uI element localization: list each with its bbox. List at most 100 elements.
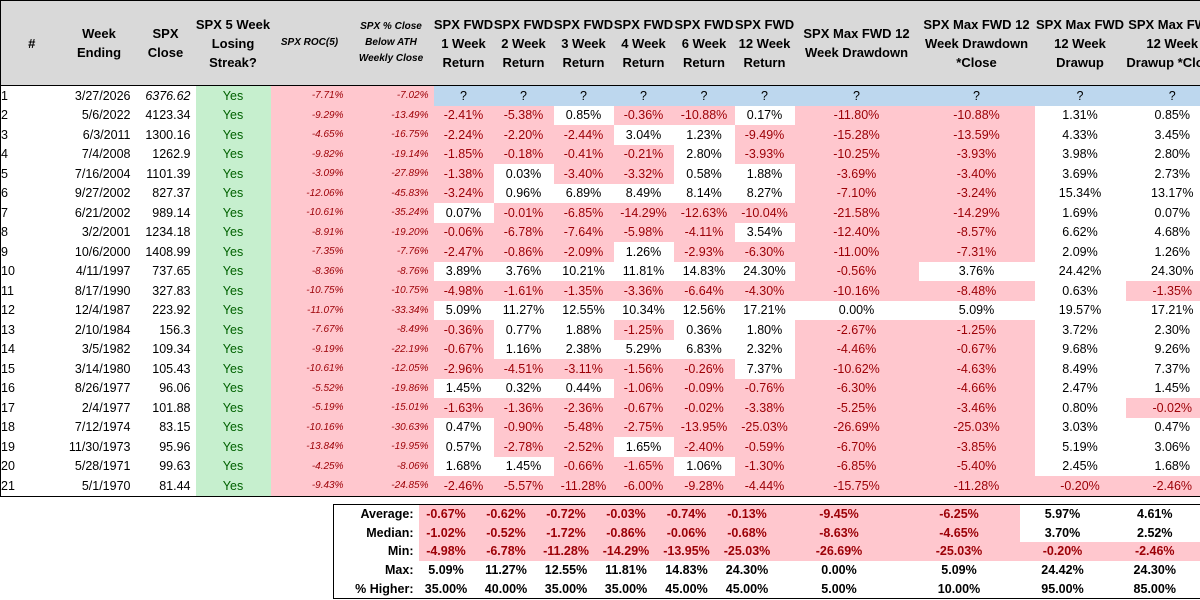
summary-max-drawup[interactable]: 3.70% <box>1019 523 1111 543</box>
cell-week-ending[interactable]: 3/27/2026 <box>74 88 131 103</box>
cell-fwd1[interactable]: -1.63% <box>433 398 494 418</box>
cell-fwd4[interactable]: ? <box>613 85 674 106</box>
cell-fwd1[interactable]: -4.98% <box>433 281 494 301</box>
col-header-fwd4[interactable]: SPX FWD 4 Week Return <box>613 0 674 86</box>
cell-max-drawdown[interactable]: -6.70% <box>794 437 919 457</box>
cell-fwd12[interactable]: 2.32% <box>734 339 795 359</box>
summary-max-drawdown-close[interactable]: 10.00% <box>903 579 1020 599</box>
cell-fwd12[interactable]: -0.76% <box>734 378 795 398</box>
cell-fwd12[interactable]: -10.04% <box>734 203 795 223</box>
summary-max-drawup[interactable]: 24.42% <box>1019 560 1111 580</box>
cell-fwd6[interactable]: -10.88% <box>673 105 735 125</box>
summary-fwd4[interactable]: 35.00% <box>598 579 659 599</box>
cell-streak[interactable]: Yes <box>195 183 271 203</box>
summary-max-drawdown[interactable]: 0.00% <box>779 560 904 580</box>
cell-week-ending[interactable]: 11/30/1973 <box>68 439 131 454</box>
cell-fwd1[interactable]: -2.24% <box>433 125 494 145</box>
cell-fwd1[interactable]: -2.41% <box>433 105 494 125</box>
cell-roc[interactable]: -7.71% <box>270 85 349 106</box>
cell-week-ending[interactable]: 3/2/2001 <box>81 225 131 240</box>
summary-max-drawup[interactable]: -0.20% <box>1019 542 1111 561</box>
cell-fwd6[interactable]: -13.95% <box>673 417 735 437</box>
cell-ath[interactable]: -8.76% <box>348 261 434 281</box>
cell-fwd12[interactable]: -3.38% <box>734 398 795 418</box>
cell-fwd4[interactable]: 3.04% <box>613 125 674 145</box>
cell-roc[interactable]: -9.29% <box>270 105 349 125</box>
summary-fwd1[interactable]: 35.00% <box>418 579 479 599</box>
cell-max-drawdown-close[interactable]: -0.67% <box>918 339 1035 359</box>
cell-fwd3[interactable]: 2.38% <box>553 339 614 359</box>
cell-fwd3[interactable]: -3.11% <box>553 359 614 379</box>
cell-close[interactable]: 827.37 <box>152 186 191 201</box>
cell-max-drawup[interactable]: 9.68% <box>1034 339 1126 359</box>
cell-max-drawdown-close[interactable]: -14.29% <box>918 203 1035 223</box>
cell-fwd12[interactable]: 24.30% <box>734 261 795 281</box>
cell-idx[interactable]: 8 <box>0 222 63 242</box>
cell-close[interactable]: 6376.62 <box>145 88 191 103</box>
cell-fwd2[interactable]: 3.76% <box>493 261 554 281</box>
summary-fwd6[interactable]: -0.74% <box>658 504 720 524</box>
cell-max-drawdown[interactable]: -15.28% <box>794 125 919 145</box>
cell-fwd4[interactable]: 1.65% <box>613 437 674 457</box>
cell-roc[interactable]: -10.16% <box>270 417 349 437</box>
cell-close[interactable]: 109.34 <box>152 342 191 357</box>
col-header-max-drawup-close[interactable]: SPX Max FWD 12 Week Drawup *Close <box>1125 0 1200 86</box>
cell-roc[interactable]: -10.61% <box>270 359 349 379</box>
cell-close[interactable]: 101.88 <box>152 400 191 415</box>
cell-ath[interactable]: -33.34% <box>348 300 434 320</box>
cell-roc[interactable]: -8.91% <box>270 222 349 242</box>
cell-max-drawup-close[interactable]: -2.46% <box>1125 476 1200 497</box>
cell-max-drawdown[interactable]: -7.10% <box>794 183 919 203</box>
cell-fwd12[interactable]: 1.88% <box>734 164 795 184</box>
cell-fwd2[interactable]: 0.77% <box>493 320 554 340</box>
cell-fwd3[interactable]: -7.64% <box>553 222 614 242</box>
cell-max-drawup[interactable]: 3.69% <box>1034 164 1126 184</box>
cell-fwd2[interactable]: -4.51% <box>493 359 554 379</box>
cell-idx[interactable]: 19 <box>0 437 63 457</box>
cell-idx[interactable]: 20 <box>0 456 63 476</box>
cell-max-drawdown-close[interactable]: -4.66% <box>918 378 1035 398</box>
cell-idx[interactable]: 4 <box>0 144 63 164</box>
cell-streak[interactable]: Yes <box>195 105 271 125</box>
cell-fwd6[interactable]: 12.56% <box>673 300 735 320</box>
summary-fwd3[interactable]: -1.72% <box>538 523 599 543</box>
cell-max-drawdown[interactable]: -12.40% <box>794 222 919 242</box>
cell-week-ending[interactable]: 2/4/1977 <box>81 400 131 415</box>
cell-max-drawdown-close[interactable]: 5.09% <box>918 300 1035 320</box>
cell-fwd3[interactable]: 10.21% <box>553 261 614 281</box>
cell-fwd4[interactable]: -6.00% <box>613 476 674 497</box>
cell-close[interactable]: 1234.18 <box>145 225 191 240</box>
cell-max-drawdown[interactable]: -11.80% <box>794 105 919 125</box>
summary-fwd4[interactable]: -0.86% <box>598 523 659 543</box>
cell-fwd1[interactable]: -1.38% <box>433 164 494 184</box>
cell-fwd6[interactable]: -0.26% <box>673 359 735 379</box>
cell-idx[interactable]: 5 <box>0 164 63 184</box>
cell-fwd2[interactable]: -0.01% <box>493 203 554 223</box>
cell-fwd4[interactable]: 1.26% <box>613 242 674 262</box>
summary-max-drawup[interactable]: 95.00% <box>1019 579 1111 599</box>
cell-fwd4[interactable]: -3.32% <box>613 164 674 184</box>
cell-ath[interactable]: -19.86% <box>348 378 434 398</box>
cell-week-ending[interactable]: 9/27/2002 <box>74 186 131 201</box>
cell-fwd1[interactable]: 3.89% <box>433 261 494 281</box>
cell-fwd2[interactable]: -2.78% <box>493 437 554 457</box>
cell-ath[interactable]: -8.06% <box>348 456 434 476</box>
summary-fwd2[interactable]: -6.78% <box>478 542 539 561</box>
cell-fwd6[interactable]: -4.11% <box>673 222 735 242</box>
summary-max-drawup-close[interactable]: 85.00% <box>1110 579 1200 599</box>
cell-max-drawdown-close[interactable]: -3.24% <box>918 183 1035 203</box>
cell-fwd2[interactable]: -1.61% <box>493 281 554 301</box>
cell-fwd4[interactable]: -14.29% <box>613 203 674 223</box>
cell-roc[interactable]: -12.06% <box>270 183 349 203</box>
cell-streak[interactable]: Yes <box>195 417 271 437</box>
cell-idx[interactable]: 9 <box>0 242 63 262</box>
cell-ath[interactable]: -30.63% <box>348 417 434 437</box>
cell-roc[interactable]: -5.52% <box>270 378 349 398</box>
cell-ath[interactable]: -15.01% <box>348 398 434 418</box>
summary-fwd3[interactable]: 12.55% <box>538 560 599 580</box>
summary-fwd2[interactable]: -0.62% <box>478 504 539 524</box>
cell-max-drawup-close[interactable]: 2.30% <box>1125 320 1200 340</box>
cell-max-drawdown[interactable]: -26.69% <box>794 417 919 437</box>
cell-idx[interactable]: 13 <box>0 320 63 340</box>
summary-fwd1[interactable]: -4.98% <box>418 542 479 561</box>
